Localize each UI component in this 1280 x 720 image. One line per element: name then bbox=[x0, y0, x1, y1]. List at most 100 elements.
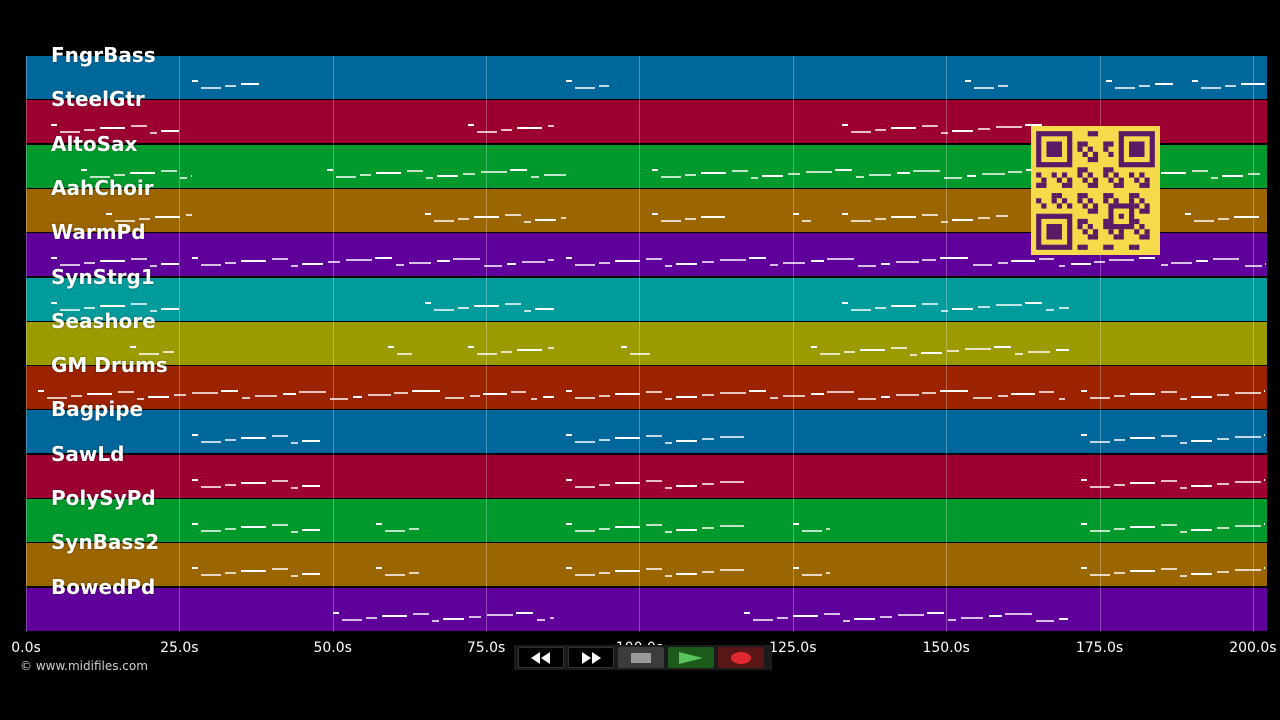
note-mark bbox=[951, 307, 973, 310]
note-mark bbox=[368, 394, 392, 397]
note-mark bbox=[997, 85, 1008, 87]
note-mark bbox=[664, 398, 672, 401]
note-mark bbox=[530, 175, 539, 178]
note-mark bbox=[891, 346, 908, 349]
note-mark bbox=[83, 129, 95, 132]
note-mark bbox=[565, 478, 572, 481]
note-mark bbox=[1247, 172, 1260, 175]
note-mark bbox=[761, 174, 783, 177]
note-mark bbox=[964, 80, 971, 82]
note-mark bbox=[921, 213, 938, 216]
note-mark bbox=[614, 393, 640, 396]
note-mark bbox=[1130, 481, 1156, 484]
fast-forward-button[interactable] bbox=[568, 647, 614, 668]
note-mark bbox=[997, 262, 1008, 265]
note-mark bbox=[787, 172, 800, 175]
note-mark bbox=[255, 395, 278, 398]
note-mark bbox=[1218, 217, 1230, 220]
note-mark bbox=[506, 263, 516, 266]
note-mark bbox=[719, 569, 744, 572]
note-mark bbox=[301, 573, 321, 576]
note-mark bbox=[59, 264, 80, 267]
note-mark bbox=[174, 394, 187, 397]
note-mark bbox=[621, 345, 628, 348]
fast-forward-icon bbox=[582, 651, 601, 664]
note-mark bbox=[994, 345, 1012, 348]
note-mark bbox=[412, 390, 441, 393]
play-button[interactable] bbox=[668, 647, 714, 668]
note-mark bbox=[160, 130, 180, 133]
note-mark bbox=[995, 214, 1008, 217]
note-mark bbox=[1161, 479, 1178, 482]
note-mark bbox=[504, 213, 521, 216]
time-tick-label: 0.0s bbox=[11, 640, 41, 656]
note-mark bbox=[240, 481, 266, 484]
note-mark bbox=[895, 261, 919, 264]
note-mark bbox=[565, 257, 572, 260]
time-gridline bbox=[1252, 56, 1254, 632]
note-mark bbox=[1114, 483, 1126, 486]
note-mark bbox=[99, 260, 125, 263]
track-name: FngrBass bbox=[51, 43, 156, 67]
note-mark bbox=[977, 128, 990, 131]
note-mark bbox=[973, 87, 994, 89]
note-mark bbox=[700, 215, 726, 218]
note-mark bbox=[1081, 434, 1088, 437]
note-mark bbox=[844, 350, 856, 353]
note-mark bbox=[1038, 258, 1054, 261]
note-mark bbox=[664, 575, 672, 578]
note-mark bbox=[890, 127, 916, 130]
note-mark bbox=[1028, 350, 1051, 353]
track-name: WarmPd bbox=[51, 220, 146, 245]
note-mark bbox=[99, 127, 125, 130]
note-mark bbox=[834, 168, 852, 171]
note-mark bbox=[192, 392, 219, 395]
note-mark bbox=[776, 616, 788, 619]
note-mark bbox=[394, 392, 409, 395]
note-mark bbox=[395, 264, 404, 267]
note-mark bbox=[910, 353, 918, 356]
note-mark bbox=[645, 568, 662, 571]
note-mark bbox=[81, 168, 88, 171]
note-mark bbox=[811, 345, 818, 348]
record-button[interactable] bbox=[718, 647, 764, 668]
note-mark bbox=[565, 434, 572, 437]
stop-button[interactable] bbox=[618, 647, 664, 668]
note-mark bbox=[240, 526, 266, 528]
note-mark bbox=[574, 574, 595, 577]
note-mark bbox=[161, 169, 178, 172]
note-mark bbox=[565, 567, 572, 570]
track-lane bbox=[26, 543, 1267, 588]
note-mark bbox=[1212, 258, 1239, 261]
note-mark bbox=[1191, 529, 1213, 531]
note-mark bbox=[1161, 524, 1178, 526]
time-gridline bbox=[179, 56, 181, 632]
note-mark bbox=[1038, 391, 1054, 394]
note-mark bbox=[1138, 257, 1155, 260]
note-mark bbox=[940, 132, 948, 135]
note-mark bbox=[1191, 484, 1213, 487]
note-mark bbox=[1114, 439, 1126, 442]
note-mark bbox=[782, 395, 805, 398]
note-mark bbox=[801, 530, 822, 532]
note-mark bbox=[301, 440, 321, 443]
note-mark bbox=[384, 574, 405, 577]
note-mark bbox=[130, 125, 147, 128]
note-mark bbox=[1007, 170, 1022, 173]
note-mark bbox=[675, 484, 697, 487]
note-mark bbox=[536, 618, 545, 621]
note-mark bbox=[857, 398, 876, 401]
note-mark bbox=[645, 524, 662, 526]
note-mark bbox=[200, 441, 221, 444]
note-mark bbox=[326, 168, 333, 171]
note-mark bbox=[664, 265, 672, 268]
note-mark bbox=[381, 614, 407, 617]
note-mark bbox=[1161, 568, 1178, 571]
note-mark bbox=[345, 259, 372, 262]
note-mark bbox=[1161, 391, 1178, 394]
note-mark bbox=[939, 390, 968, 393]
note-mark bbox=[242, 397, 251, 400]
note-mark bbox=[939, 257, 968, 260]
rewind-button[interactable] bbox=[518, 647, 564, 668]
note-mark bbox=[1180, 531, 1188, 533]
